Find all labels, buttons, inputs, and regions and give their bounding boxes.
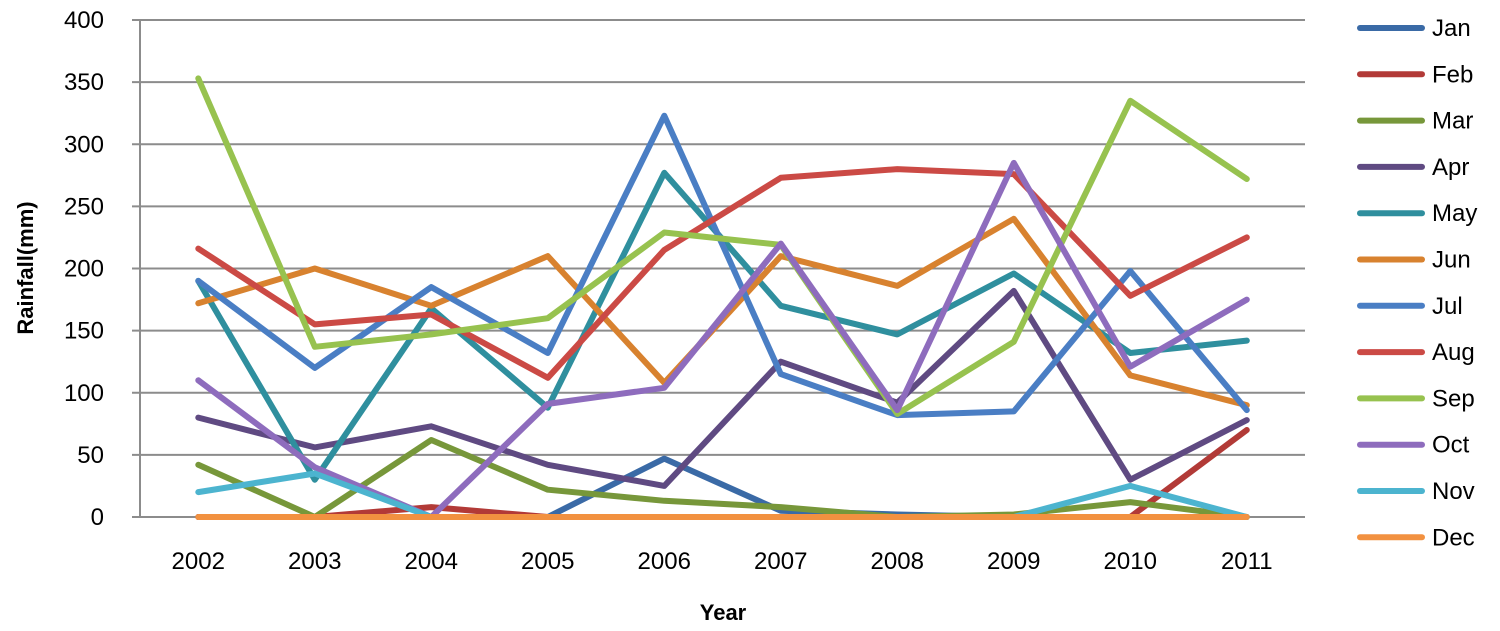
y-tick-label: 150 <box>64 318 104 345</box>
y-tick-label: 300 <box>64 131 104 158</box>
x-tick-label: 2002 <box>172 548 225 575</box>
y-tick-label: 100 <box>64 380 104 407</box>
series-line-may <box>195 169 1250 483</box>
gridlines <box>140 19 1305 456</box>
y-tick-label: 200 <box>64 256 104 283</box>
series-lines <box>195 75 1250 520</box>
x-tick-labels: 2002 2003 2004 2005 2006 2007 2008 2009 2010 2011 <box>172 548 1273 575</box>
legend-label-dec: Dec <box>1432 524 1475 551</box>
x-tick-label: 2011 <box>1221 548 1273 575</box>
legend-label-aug: Aug <box>1432 339 1475 366</box>
series-line-nov <box>195 470 1250 520</box>
legend-label-jul: Jul <box>1432 293 1463 320</box>
y-tick-label: 50 <box>77 442 104 469</box>
x-tick-label: 2008 <box>871 548 924 575</box>
legend-label-may: May <box>1432 200 1477 227</box>
series-line-jul <box>195 112 1250 419</box>
legend-label-mar: Mar <box>1432 108 1473 135</box>
series-line-mar <box>195 437 1250 520</box>
y-tick-label: 350 <box>64 69 104 96</box>
y-axis-title: Rainfall(mm) <box>13 201 38 334</box>
x-tick-label: 2009 <box>987 548 1040 575</box>
y-tick-label: 400 <box>64 7 104 34</box>
y-tick-labels: 0 50 100 150 200 250 300 350 400 <box>64 7 140 531</box>
series-line-sep <box>195 75 1250 417</box>
legend-label-jun: Jun <box>1432 247 1471 274</box>
legend: Jan Feb Mar Apr May Jun Jul Aug Sep Oct Nov Dec <box>1357 15 1477 551</box>
y-tick-label: 250 <box>64 193 104 220</box>
x-tick-label: 2005 <box>521 548 574 575</box>
legend-label-sep: Sep <box>1432 385 1475 412</box>
x-axis-title: Year <box>700 600 747 625</box>
series-line-apr <box>195 287 1250 489</box>
legend-label-nov: Nov <box>1432 478 1475 505</box>
series-line-aug <box>195 166 1250 381</box>
legend-label-feb: Feb <box>1432 61 1473 88</box>
x-tick-label: 2007 <box>754 548 807 575</box>
x-tick-label: 2010 <box>1104 548 1157 575</box>
x-tick-label: 2003 <box>288 548 341 575</box>
y-tick-label: 0 <box>91 504 104 531</box>
legend-label-apr: Apr <box>1432 154 1469 181</box>
legend-label-oct: Oct <box>1432 432 1470 459</box>
legend-label-jan: Jan <box>1432 15 1471 42</box>
x-tick-label: 2006 <box>638 548 691 575</box>
x-tick-label: 2004 <box>405 548 458 575</box>
